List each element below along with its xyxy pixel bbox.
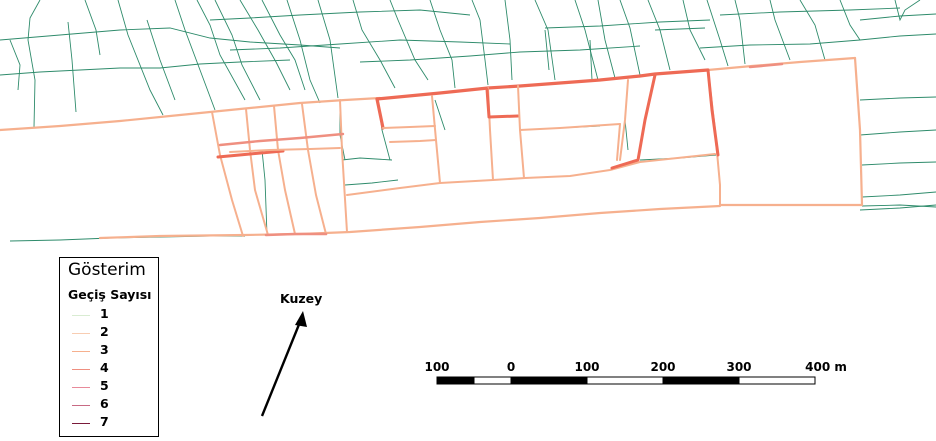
flow-network xyxy=(0,56,864,240)
legend: Gösterim Geçiş Sayısı 1 2 3 4 5 6 7 xyxy=(59,257,159,437)
scale-seg-4 xyxy=(586,376,664,385)
flow-mid-vertical-d xyxy=(619,79,629,161)
base-street-network xyxy=(0,0,936,236)
flow-left-cross-red xyxy=(216,149,285,159)
flow-mid-vertical-e xyxy=(616,123,621,161)
scale-seg-5 xyxy=(663,377,739,384)
flow-mid-red-diag xyxy=(610,73,657,170)
legend-swatch xyxy=(72,351,90,352)
legend-item: 4 xyxy=(68,360,158,378)
legend-item: 2 xyxy=(68,324,158,342)
flow-main-road xyxy=(0,96,382,132)
legend-item-label: 5 xyxy=(100,378,109,393)
legend-item-label: 7 xyxy=(100,414,109,429)
legend-swatch xyxy=(72,423,90,424)
scale-seg-1 xyxy=(437,377,474,384)
legend-item-label: 4 xyxy=(100,360,109,375)
legend-swatch xyxy=(72,405,90,406)
scale-label-0: 100 xyxy=(424,360,450,374)
scale-label-4: 300 xyxy=(726,360,752,374)
north-label: Kuzey xyxy=(280,291,323,306)
flow-left-block-b xyxy=(245,108,269,236)
legend-swatch xyxy=(72,387,90,388)
legend-item: 7 xyxy=(68,414,158,432)
flow-left-block-d xyxy=(301,103,327,235)
flow-mid-red-notch xyxy=(485,87,520,119)
legend-item-label: 6 xyxy=(100,396,109,411)
flow-mid-red-loop xyxy=(375,97,385,130)
flow-main-road-east xyxy=(375,68,710,101)
flow-left-block-c xyxy=(273,105,296,235)
scale-label-3: 200 xyxy=(650,360,676,374)
flow-south-road xyxy=(98,204,722,240)
legend-swatch xyxy=(72,369,90,370)
legend-item: 5 xyxy=(68,378,158,396)
legend-item-label: 2 xyxy=(100,324,109,339)
legend-title: Gösterim xyxy=(68,260,146,280)
scale-label-5: 400 m xyxy=(805,360,847,374)
legend-item-label: 3 xyxy=(100,342,109,357)
scale-bar xyxy=(436,376,816,385)
scale-label-2: 100 xyxy=(574,360,600,374)
flow-mid-vertical-a xyxy=(431,95,441,184)
scale-seg-3 xyxy=(511,377,587,384)
legend-subtitle: Geçiş Sayısı xyxy=(68,287,152,302)
flow-mid-horizontal xyxy=(382,125,436,129)
scale-seg-6 xyxy=(738,376,816,385)
legend-swatch xyxy=(72,315,90,316)
flow-mid-horizontal-3 xyxy=(519,123,621,131)
flow-east-segment xyxy=(748,62,784,69)
flow-left-bottom-red xyxy=(264,232,328,237)
flow-east-vertical xyxy=(853,56,864,207)
legend-item-label: 1 xyxy=(100,306,109,321)
flow-mid-horizontal-2 xyxy=(389,139,437,143)
flow-mid-vertical-c xyxy=(517,85,525,179)
flow-left-cross-upper xyxy=(218,132,345,147)
scale-seg-2 xyxy=(473,376,512,385)
flow-left-cross-lower xyxy=(229,147,341,153)
flow-east-inner-red xyxy=(706,68,720,157)
legend-swatch xyxy=(72,333,90,334)
legend-item: 1 xyxy=(68,306,158,324)
north-arrow xyxy=(260,311,307,417)
flow-left-block-e xyxy=(339,99,348,233)
flow-left-block-a xyxy=(211,111,244,237)
legend-item: 6 xyxy=(68,396,158,414)
legend-item: 3 xyxy=(68,342,158,360)
scale-label-1: 0 xyxy=(506,360,516,374)
flow-mid-road xyxy=(346,153,716,196)
